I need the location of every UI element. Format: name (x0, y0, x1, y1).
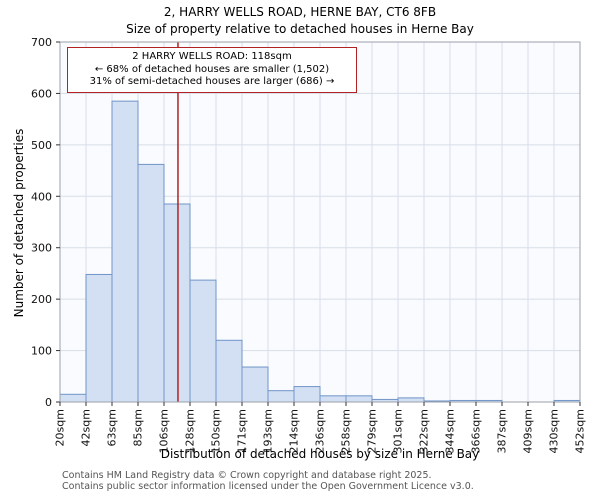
annotation-smaller-stat: ← 68% of detached houses are smaller (1,… (94, 63, 330, 75)
x-tick-label: 236sqm (314, 409, 327, 453)
annotation-box: 2 HARRY WELLS ROAD: 118sqm ← 68% of deta… (67, 47, 357, 93)
x-tick-label: 279sqm (366, 409, 379, 453)
x-tick-label: 301sqm (392, 409, 405, 453)
x-tick-label: 193sqm (262, 409, 275, 453)
x-tick-label: 150sqm (210, 409, 223, 453)
histogram-bar (59, 393, 87, 403)
chart-title: 2, HARRY WELLS ROAD, HERNE BAY, CT6 8FB (163, 5, 437, 19)
x-tick-label: 106sqm (158, 409, 171, 453)
x-tick-label: 20sqm (54, 409, 67, 446)
histogram-bar (189, 279, 217, 403)
y-tick-label: 0 (45, 396, 52, 409)
histogram-bar (215, 339, 243, 403)
x-tick-label: 42sqm (80, 409, 93, 446)
y-tick-label: 100 (31, 345, 52, 358)
attribution: Contains HM Land Registry data © Crown c… (62, 470, 474, 492)
annotation-property-size: 2 HARRY WELLS ROAD: 118sqm (132, 51, 292, 62)
histogram-bar (319, 395, 347, 403)
y-axis-label: Number of detached properties (12, 128, 26, 318)
x-tick-label: 387sqm (496, 409, 509, 453)
x-tick-label: 63sqm (106, 409, 119, 446)
x-tick-label: 344sqm (444, 409, 457, 453)
y-tick-label: 700 (31, 36, 52, 49)
y-tick-label: 400 (31, 190, 52, 203)
histogram-bar (241, 366, 269, 403)
y-tick-label: 200 (31, 293, 52, 306)
y-tick-label: 300 (31, 242, 52, 255)
x-tick-label: 409sqm (522, 409, 535, 453)
histogram-bar (85, 273, 113, 403)
x-tick-label: 171sqm (236, 409, 249, 453)
attribution-line-2: Contains public sector information licen… (62, 481, 474, 492)
x-tick-label: 128sqm (184, 409, 197, 453)
y-tick-label: 500 (31, 139, 52, 152)
annotation-larger-stat: 31% of semi-detached houses are larger (… (89, 76, 335, 87)
histogram-bar (267, 390, 295, 403)
x-tick-label: 258sqm (340, 409, 353, 453)
histogram-bar (397, 397, 425, 403)
histogram-bar (111, 100, 139, 403)
chart-subtitle: Size of property relative to detached ho… (126, 22, 474, 36)
y-tick-label: 600 (31, 87, 52, 100)
x-tick-label: 452sqm (574, 409, 587, 453)
histogram-bar (345, 395, 373, 403)
x-tick-label: 430sqm (548, 409, 561, 453)
x-tick-label: 322sqm (418, 409, 431, 453)
histogram-bar (137, 163, 165, 403)
histogram-bar (163, 203, 191, 403)
x-axis-label: Distribution of detached houses by size … (160, 447, 480, 461)
x-tick-label: 85sqm (132, 409, 145, 446)
x-tick-label: 366sqm (470, 409, 483, 453)
x-tick-label: 214sqm (288, 409, 301, 453)
attribution-line-1: Contains HM Land Registry data © Crown c… (62, 470, 432, 481)
histogram-bar (293, 386, 321, 403)
